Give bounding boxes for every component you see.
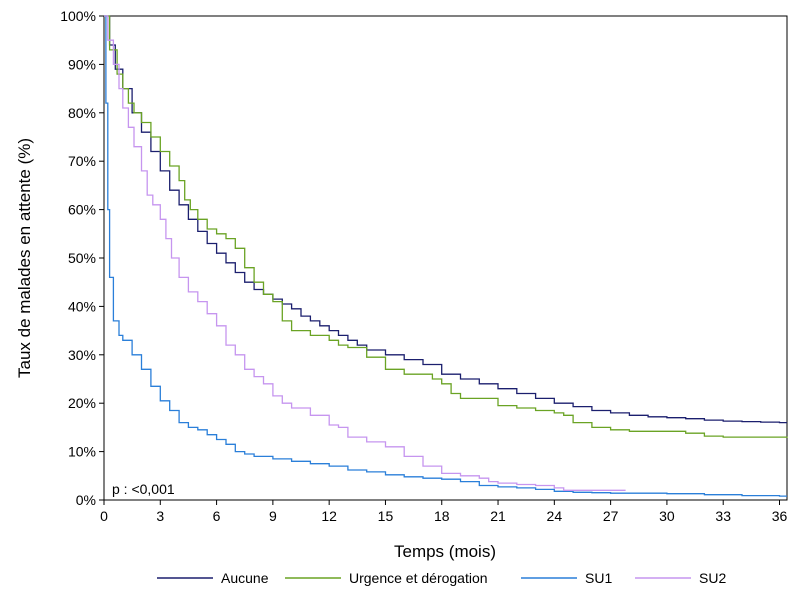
y-tick-label: 70% (68, 153, 96, 169)
y-tick-label: 30% (68, 347, 96, 363)
x-tick-label: 9 (269, 508, 277, 524)
x-tick-label: 21 (490, 508, 506, 524)
y-tick-label: 40% (68, 298, 96, 314)
y-tick-label: 50% (68, 250, 96, 266)
legend-label: SU1 (585, 570, 612, 586)
series-line-aucune (104, 15, 787, 424)
x-axis: 0 3 6 9 12 15 18 21 24 27 30 33 36 (100, 500, 787, 524)
y-tick-label: 20% (68, 395, 96, 411)
x-tick-label: 15 (378, 508, 394, 524)
series-line-urgence-et-d-rogation (104, 15, 788, 438)
y-tick-label: 80% (68, 105, 96, 121)
p-value-annotation: p : <0,001 (112, 481, 175, 497)
y-tick-label: 100% (60, 8, 96, 24)
plot-frame (103, 15, 788, 501)
y-tick-label: 0% (76, 492, 96, 508)
x-tick-label: 0 (100, 508, 108, 524)
legend: Aucune Urgence et dérogation SU1 SU2 (157, 570, 726, 586)
x-tick-label: 6 (213, 508, 221, 524)
x-tick-label: 30 (659, 508, 675, 524)
x-tick-label: 24 (547, 508, 563, 524)
series-line-su1 (104, 15, 787, 497)
y-axis: 0% 10% 20% 30% 40% 50% 60% 70% 80% 90% 100% (60, 8, 104, 508)
x-tick-label: 18 (434, 508, 450, 524)
legend-label: Aucune (221, 570, 269, 586)
y-tick-label: 60% (68, 202, 96, 218)
series-line-su2 (104, 15, 626, 491)
legend-label: SU2 (699, 570, 726, 586)
series-layer (104, 15, 788, 497)
x-tick-label: 3 (156, 508, 164, 524)
x-tick-label: 36 (772, 508, 788, 524)
x-tick-label: 33 (715, 508, 731, 524)
x-axis-title: Temps (mois) (394, 542, 496, 561)
y-tick-label: 10% (68, 444, 96, 460)
x-tick-label: 27 (603, 508, 619, 524)
legend-label: Urgence et dérogation (349, 570, 488, 586)
y-tick-label: 90% (68, 56, 96, 72)
x-tick-label: 12 (321, 508, 337, 524)
y-axis-title: Taux de malades en attente (%) (15, 138, 34, 378)
